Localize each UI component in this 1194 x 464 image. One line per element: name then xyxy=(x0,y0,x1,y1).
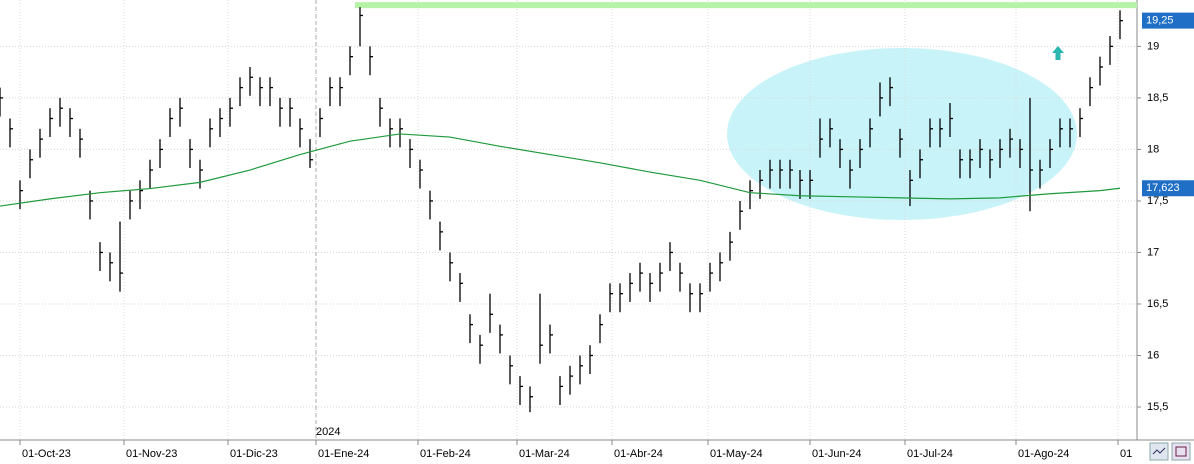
last-value-label: 19,25 xyxy=(1146,15,1174,27)
x-tick-label: 01-May-24 xyxy=(710,448,763,460)
settings-button[interactable] xyxy=(1171,442,1191,461)
y-tick-label: 15,5 xyxy=(1147,401,1168,413)
y-tick-label: 16,5 xyxy=(1147,298,1168,310)
y-tick-label: 16 xyxy=(1147,349,1159,361)
y-tick-label: 17 xyxy=(1147,246,1159,258)
y-tick-label: 19 xyxy=(1147,40,1159,52)
last-value-label: 17,623 xyxy=(1146,182,1180,194)
moving-average xyxy=(0,133,1121,207)
x-tick-label: 01-Abr-24 xyxy=(614,448,663,460)
last-value-box xyxy=(1142,12,1194,29)
up-arrow xyxy=(1052,46,1064,60)
y-tick-label: 17,5 xyxy=(1147,195,1168,207)
x-tick-label: 01-Dic-23 xyxy=(230,448,278,460)
x-tick-label: 01-Ago-24 xyxy=(1018,448,1069,460)
x-tick-label: 01-Nov-23 xyxy=(126,448,177,460)
x-tick-label: 01-Mar-24 xyxy=(519,448,570,460)
x-tick-label: 01-Oct-23 xyxy=(22,448,71,460)
y-tick-label: 18 xyxy=(1147,143,1159,155)
x-tick-label: 01-Jun-24 xyxy=(812,448,862,460)
scale-icon xyxy=(1152,447,1166,455)
last-value-box xyxy=(1142,180,1194,197)
x-tick-label: 01 xyxy=(1120,448,1132,460)
y-tick-label: 18,5 xyxy=(1147,92,1168,104)
x-tick-label: 01-Feb-24 xyxy=(420,448,471,460)
year-label: 2024 xyxy=(316,426,340,438)
x-tick-label: 01-Jul-24 xyxy=(907,448,953,460)
settings-icon xyxy=(1175,446,1187,457)
x-tick-label: 01-Ene-24 xyxy=(318,448,369,460)
